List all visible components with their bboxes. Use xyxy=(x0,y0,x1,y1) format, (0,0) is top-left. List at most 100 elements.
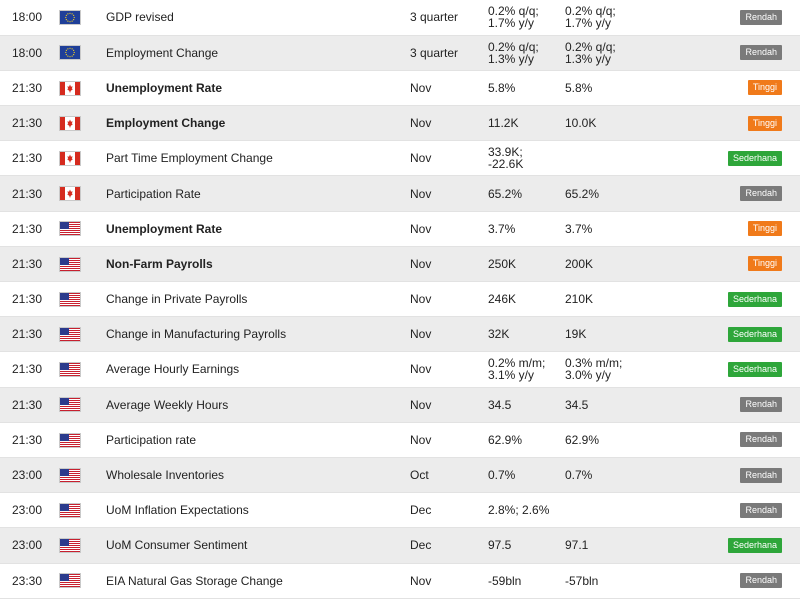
country-flag-cell xyxy=(58,387,104,423)
impact-badge: Tinggi xyxy=(747,80,782,96)
table-row[interactable]: 21:30 Unemployment Rate Nov 3.7% 3.7% Tinggi xyxy=(0,211,800,247)
previous-value: 3.7% xyxy=(488,211,565,247)
event-time: 23:00 xyxy=(0,492,58,529)
impact-cell: Rendah xyxy=(721,175,800,212)
table-row[interactable]: 21:30 Participation rate Nov 62.9% 62.9% Rend… xyxy=(0,422,800,458)
event-time: 21:30 xyxy=(0,281,58,318)
previous-value: 0.7% xyxy=(488,457,565,494)
event-name[interactable]: Change in Manufacturing Payrolls xyxy=(104,316,410,353)
forecast-value: 10.0K xyxy=(565,105,721,142)
event-period: Nov xyxy=(410,422,488,458)
event-period: Nov xyxy=(410,246,488,283)
event-period: Nov xyxy=(410,140,488,177)
forecast-value: 97.1 xyxy=(565,527,721,564)
table-row[interactable]: 18:00 GDP revised 3 quarter 0.2% q/q; 1.7% … xyxy=(0,0,800,36)
event-name[interactable]: Unemployment Rate xyxy=(104,211,410,247)
canada-flag-icon xyxy=(60,187,80,201)
event-name[interactable]: Participation Rate xyxy=(104,175,410,212)
impact-cell: Sederhana xyxy=(721,140,800,177)
impact-badge: Sederhana xyxy=(727,361,782,377)
usa-flag-icon xyxy=(60,257,80,271)
impact-cell: Sederhana xyxy=(721,316,800,353)
event-name[interactable]: Employment Change xyxy=(104,105,410,142)
table-row[interactable]: 21:30 Employment Change Nov 11.2K 10.0K Tingg… xyxy=(0,105,800,142)
impact-cell: Rendah xyxy=(721,457,800,494)
previous-value: 97.5 xyxy=(488,527,565,564)
table-row[interactable]: 23:00 UoM Inflation Expectations Dec 2.8%; … xyxy=(0,492,800,529)
previous-value: -59bln xyxy=(488,563,565,599)
event-time: 21:30 xyxy=(0,105,58,142)
event-time: 21:30 xyxy=(0,70,58,107)
usa-flag-icon xyxy=(60,327,80,341)
table-row[interactable]: 21:30 Average Hourly Earnings Nov 0.2% m/m;… xyxy=(0,351,800,388)
table-row[interactable]: 21:30 Average Weekly Hours Nov 34.5 34.5 Rend… xyxy=(0,387,800,423)
usa-flag-icon xyxy=(60,363,80,377)
event-time: 21:30 xyxy=(0,140,58,177)
canada-flag-icon xyxy=(60,152,80,165)
event-time: 21:30 xyxy=(0,175,58,212)
event-time: 23:00 xyxy=(0,457,58,494)
previous-value: 2.8%; 2.6% xyxy=(488,492,565,529)
event-time: 21:30 xyxy=(0,422,58,458)
country-flag-cell xyxy=(58,211,104,247)
country-flag-cell xyxy=(58,527,104,564)
eu-flag-icon xyxy=(60,11,80,24)
previous-value: 32K xyxy=(488,316,565,353)
event-name[interactable]: EIA Natural Gas Storage Change xyxy=(104,563,410,599)
table-row[interactable]: 21:30 Participation Rate Nov 65.2% 65.2% Rend… xyxy=(0,175,800,212)
event-period: Nov xyxy=(410,387,488,423)
country-flag-cell xyxy=(58,105,104,142)
event-name[interactable]: Change in Private Payrolls xyxy=(104,281,410,318)
table-row[interactable]: 23:00 UoM Consumer Sentiment Dec 97.5 97.1 Se… xyxy=(0,527,800,564)
impact-badge: Rendah xyxy=(740,397,782,413)
impact-cell: Sederhana xyxy=(721,527,800,564)
table-row[interactable]: 23:00 Wholesale Inventories Oct 0.7% 0.7% Ren… xyxy=(0,457,800,494)
event-name[interactable]: Average Hourly Earnings xyxy=(104,351,410,388)
forecast-value: 62.9% xyxy=(565,422,721,458)
event-period: Nov xyxy=(410,563,488,599)
event-name[interactable]: GDP revised xyxy=(104,0,410,36)
forecast-value: 0.2% q/q; 1.3% y/y xyxy=(565,35,721,71)
table-row[interactable]: 21:30 Part Time Employment Change Nov 33.9K… xyxy=(0,140,800,177)
impact-badge: Rendah xyxy=(740,432,782,448)
event-period: Dec xyxy=(410,492,488,529)
impact-badge: Rendah xyxy=(740,9,782,25)
table-row[interactable]: 21:30 Unemployment Rate Nov 5.8% 5.8% Tinggi xyxy=(0,70,800,107)
event-name[interactable]: Part Time Employment Change xyxy=(104,140,410,177)
event-period: 3 quarter xyxy=(410,35,488,71)
impact-cell: Tinggi xyxy=(721,246,800,283)
event-name[interactable]: Participation rate xyxy=(104,422,410,458)
eu-flag-icon xyxy=(60,46,80,60)
previous-value: 65.2% xyxy=(488,175,565,212)
table-row[interactable]: 18:00 Employment Change 3 quarter 0.2% q/q;… xyxy=(0,35,800,71)
impact-cell: Tinggi xyxy=(721,105,800,142)
forecast-value: 3.7% xyxy=(565,211,721,247)
country-flag-cell xyxy=(58,492,104,529)
forecast-value: 5.8% xyxy=(565,70,721,107)
impact-cell: Tinggi xyxy=(721,70,800,107)
forecast-value xyxy=(565,492,721,529)
event-name[interactable]: UoM Consumer Sentiment xyxy=(104,527,410,564)
event-name[interactable]: Wholesale Inventories xyxy=(104,457,410,494)
table-row[interactable]: 21:30 Change in Private Payrolls Nov 246K 21… xyxy=(0,281,800,318)
table-row[interactable]: 21:30 Non-Farm Payrolls Nov 250K 200K Tinggi xyxy=(0,246,800,283)
event-name[interactable]: Employment Change xyxy=(104,35,410,71)
event-time: 21:30 xyxy=(0,316,58,353)
event-name[interactable]: Non-Farm Payrolls xyxy=(104,246,410,283)
impact-cell: Sederhana xyxy=(721,351,800,388)
country-flag-cell xyxy=(58,351,104,388)
previous-value: 0.2% q/q; 1.7% y/y xyxy=(488,0,565,36)
forecast-value: 200K xyxy=(565,246,721,283)
impact-cell: Rendah xyxy=(721,35,800,71)
table-row[interactable]: 21:30 Change in Manufacturing Payrolls Nov… xyxy=(0,316,800,353)
event-time: 18:00 xyxy=(0,35,58,71)
impact-badge: Tinggi xyxy=(747,115,782,131)
event-name[interactable]: Average Weekly Hours xyxy=(104,387,410,423)
impact-badge: Tinggi xyxy=(747,221,782,237)
event-name[interactable]: Unemployment Rate xyxy=(104,70,410,107)
table-row[interactable]: 23:30 EIA Natural Gas Storage Change Nov -5… xyxy=(0,563,800,599)
usa-flag-icon xyxy=(60,468,80,482)
event-period: Nov xyxy=(410,105,488,142)
event-name[interactable]: UoM Inflation Expectations xyxy=(104,492,410,529)
